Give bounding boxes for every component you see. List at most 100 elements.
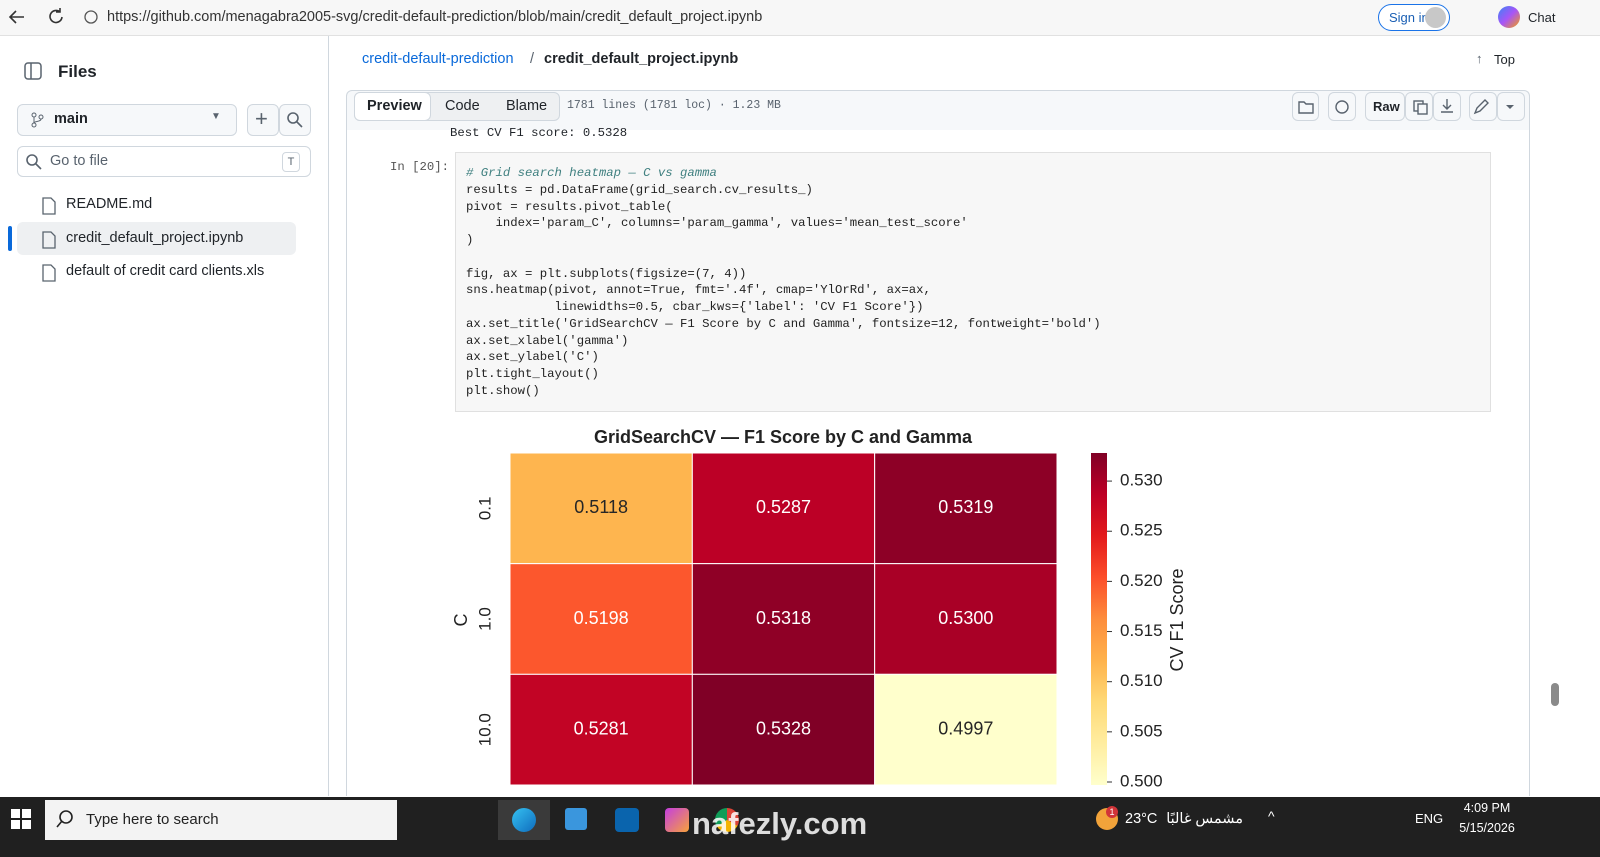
cell-label: 0.5118 xyxy=(574,497,628,517)
colorbar xyxy=(1091,453,1107,785)
code-line: ax.set_ylabel('C') xyxy=(466,350,599,365)
temperature: 23°C xyxy=(1125,811,1158,827)
search-button[interactable] xyxy=(279,104,311,136)
colorbar-tick-label: 0.515 xyxy=(1120,621,1163,640)
code-cell xyxy=(455,152,1491,412)
branch-icon xyxy=(31,112,44,128)
search-icon xyxy=(287,112,303,128)
file-item[interactable]: default of credit card clients.xls xyxy=(66,263,265,279)
code-line: results = pd.DataFrame(grid_search.cv_re… xyxy=(466,182,813,197)
go-to-file-input[interactable] xyxy=(17,146,311,177)
file-info: 1781 lines (1781 loc) · 1.23 MB xyxy=(567,99,781,112)
taskbar-search-placeholder: Type here to search xyxy=(86,811,219,828)
code-line: ) xyxy=(466,233,474,247)
file-item[interactable]: README.md xyxy=(66,196,153,212)
toolbar-icons xyxy=(1298,99,1514,115)
cell-output: Best CV F1 score: 0.5328 xyxy=(450,126,628,140)
colorbar-tick-label: 0.525 xyxy=(1120,521,1163,540)
cell-label: 0.5287 xyxy=(756,497,811,517)
row-label: 10.0 xyxy=(475,713,494,746)
copilot-icon[interactable] xyxy=(1498,6,1520,28)
edit-button[interactable] xyxy=(1469,92,1497,121)
sidebar-title: Files xyxy=(58,62,97,81)
file-icon xyxy=(42,197,56,215)
edge-icon[interactable] xyxy=(512,808,536,832)
heatmap-cell xyxy=(691,452,876,565)
heatmap-cell xyxy=(874,452,1058,565)
top-link[interactable]: Top xyxy=(1494,52,1515,67)
chrome-icon[interactable] xyxy=(715,808,739,832)
symbols-button[interactable] xyxy=(1292,92,1319,121)
store-icon[interactable] xyxy=(565,808,587,830)
raw-button[interactable] xyxy=(1365,92,1405,121)
language[interactable]: ENG xyxy=(1415,811,1444,826)
row-label: 0.1 xyxy=(475,497,494,521)
code-line: index='param_C', columns='param_gamma', … xyxy=(466,216,968,231)
collapse-sidebar[interactable] xyxy=(17,55,49,87)
code-line: pivot = results.pivot_table( xyxy=(466,199,673,214)
scrollbar-thumb[interactable] xyxy=(1551,683,1559,706)
start-button[interactable] xyxy=(10,808,32,830)
top-arrow: ↑ xyxy=(1476,51,1483,66)
y-axis-label: C xyxy=(451,614,471,627)
branch-button[interactable] xyxy=(17,104,237,136)
cell-label: 0.5318 xyxy=(756,608,811,628)
code-line: ax.set_title('GridSearchCV — F1 Score by… xyxy=(466,316,1101,331)
chat-label[interactable]: Chat xyxy=(1528,10,1556,25)
browser-toolbar xyxy=(0,0,1600,36)
clock-time[interactable]: 4:09 PM xyxy=(1463,801,1511,815)
taskbar-search[interactable] xyxy=(45,800,397,840)
heatmap-cell xyxy=(509,673,693,786)
cell-label: 0.5198 xyxy=(574,608,629,628)
cell-label: 0.4997 xyxy=(938,718,993,738)
app-icon[interactable] xyxy=(665,808,689,832)
cell-label: 0.5319 xyxy=(938,497,993,517)
sign-in-label: Sign in xyxy=(1389,10,1429,25)
heatmap-cell xyxy=(874,673,1058,786)
view-tab[interactable]: Blame xyxy=(506,98,548,114)
colorbar-tick-label: 0.505 xyxy=(1120,721,1163,740)
download-button[interactable] xyxy=(1433,92,1461,121)
watermark: nafezly.com xyxy=(692,806,868,841)
file-icon xyxy=(42,264,56,282)
heatmap-cell xyxy=(691,563,876,675)
site-info-icon[interactable] xyxy=(84,10,98,24)
search-icon xyxy=(26,154,42,170)
colorbar-label: CV F1 Score xyxy=(1167,568,1187,671)
sidebar-icon xyxy=(24,62,42,80)
raw-label: Raw xyxy=(1373,99,1400,114)
repo-link[interactable]: credit-default-prediction xyxy=(362,51,514,67)
view-tab[interactable]: Preview xyxy=(367,98,422,114)
colorbar-tick-label: 0.530 xyxy=(1120,471,1163,490)
branch-caret: ▼ xyxy=(211,111,221,122)
refresh-icon[interactable] xyxy=(49,8,63,24)
chart-title: GridSearchCV — F1 Score by C and Gamma xyxy=(594,427,973,447)
add-icon: + xyxy=(255,106,268,131)
nav-icons xyxy=(8,8,98,24)
code-line: ax.set_xlabel('gamma') xyxy=(466,333,629,348)
tray-arrow[interactable]: ^ xyxy=(1268,808,1275,824)
search-icon xyxy=(56,810,73,828)
code-line: fig, ax = plt.subplots(figsize=(7, 4)) xyxy=(466,266,747,281)
colorbar-tick-label: 0.520 xyxy=(1120,571,1163,590)
colorbar-tick-label: 0.510 xyxy=(1120,671,1163,690)
selected-file-bg xyxy=(17,222,296,255)
file-item[interactable]: credit_default_project.ipynb xyxy=(66,229,244,246)
weather-badge: 1 xyxy=(1106,806,1118,818)
selected-indicator xyxy=(8,226,12,251)
url[interactable]: https://github.com/menagabra2005-svg/cre… xyxy=(107,9,763,25)
view-tab[interactable]: Code xyxy=(445,98,480,114)
go-to-file-placeholder: Go to file xyxy=(50,153,109,169)
add-file-button[interactable] xyxy=(247,104,279,136)
colorbar-tick-label: 0.500 xyxy=(1120,771,1163,790)
back-icon[interactable] xyxy=(8,10,24,24)
weather-text: مشمس غالبًا xyxy=(1166,811,1243,827)
clock-date[interactable]: 5/15/2026 xyxy=(1459,821,1515,835)
outlook-icon[interactable] xyxy=(615,808,639,832)
copilot-button[interactable] xyxy=(1328,92,1356,121)
cell-label: 0.5300 xyxy=(938,608,993,628)
shortcut-key: T xyxy=(282,152,300,172)
cell-label: 0.5328 xyxy=(756,718,811,738)
